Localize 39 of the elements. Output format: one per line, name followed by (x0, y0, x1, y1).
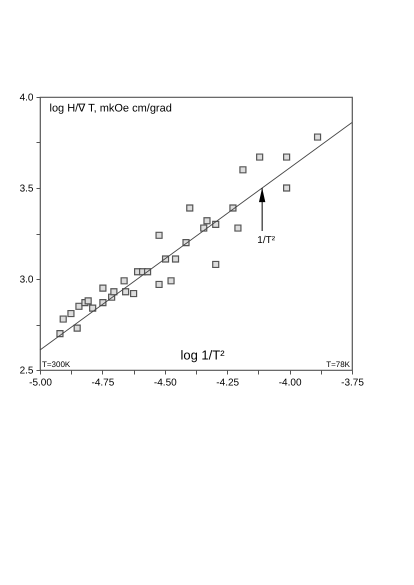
point (239, 166, 247, 174)
point (99, 284, 106, 292)
x-axis-title: log 1/T² (180, 348, 226, 362)
point (89, 304, 96, 312)
point (84, 297, 92, 304)
y-tick-label: 3.0 (20, 274, 34, 286)
x-tick-label: -4.25 (216, 378, 240, 388)
x-tick-label: -4.50 (154, 378, 178, 388)
point (67, 310, 75, 318)
point (283, 184, 290, 192)
point (167, 277, 175, 284)
point (155, 232, 163, 239)
y-tick-label: 2.5 (20, 366, 34, 376)
point (314, 133, 322, 141)
point (75, 302, 83, 310)
point (234, 224, 242, 232)
x-tick-label: -4.75 (92, 378, 115, 388)
point (256, 153, 264, 161)
x-tick-label: -4.00 (278, 378, 302, 388)
point (110, 288, 118, 296)
annotation: 1/T² (257, 235, 276, 246)
y-tick-label: 3.5 (20, 184, 34, 194)
annotation: T=300K (42, 360, 71, 369)
point (74, 324, 81, 332)
point (60, 315, 67, 323)
point (172, 255, 180, 263)
point (283, 153, 290, 161)
point (122, 288, 130, 296)
y-axis-title: log H/∇ T, mkOe cm/grad (50, 102, 172, 114)
point (130, 290, 138, 298)
point (186, 204, 194, 212)
x-tick-label: -3.75 (341, 378, 364, 388)
point (155, 280, 163, 288)
point (120, 277, 128, 284)
y-tick-label: 4.0 (20, 92, 34, 104)
point (212, 260, 220, 268)
annotation: T=78K (326, 360, 351, 369)
x-tick-label: -5.00 (29, 378, 52, 388)
point (203, 217, 211, 224)
